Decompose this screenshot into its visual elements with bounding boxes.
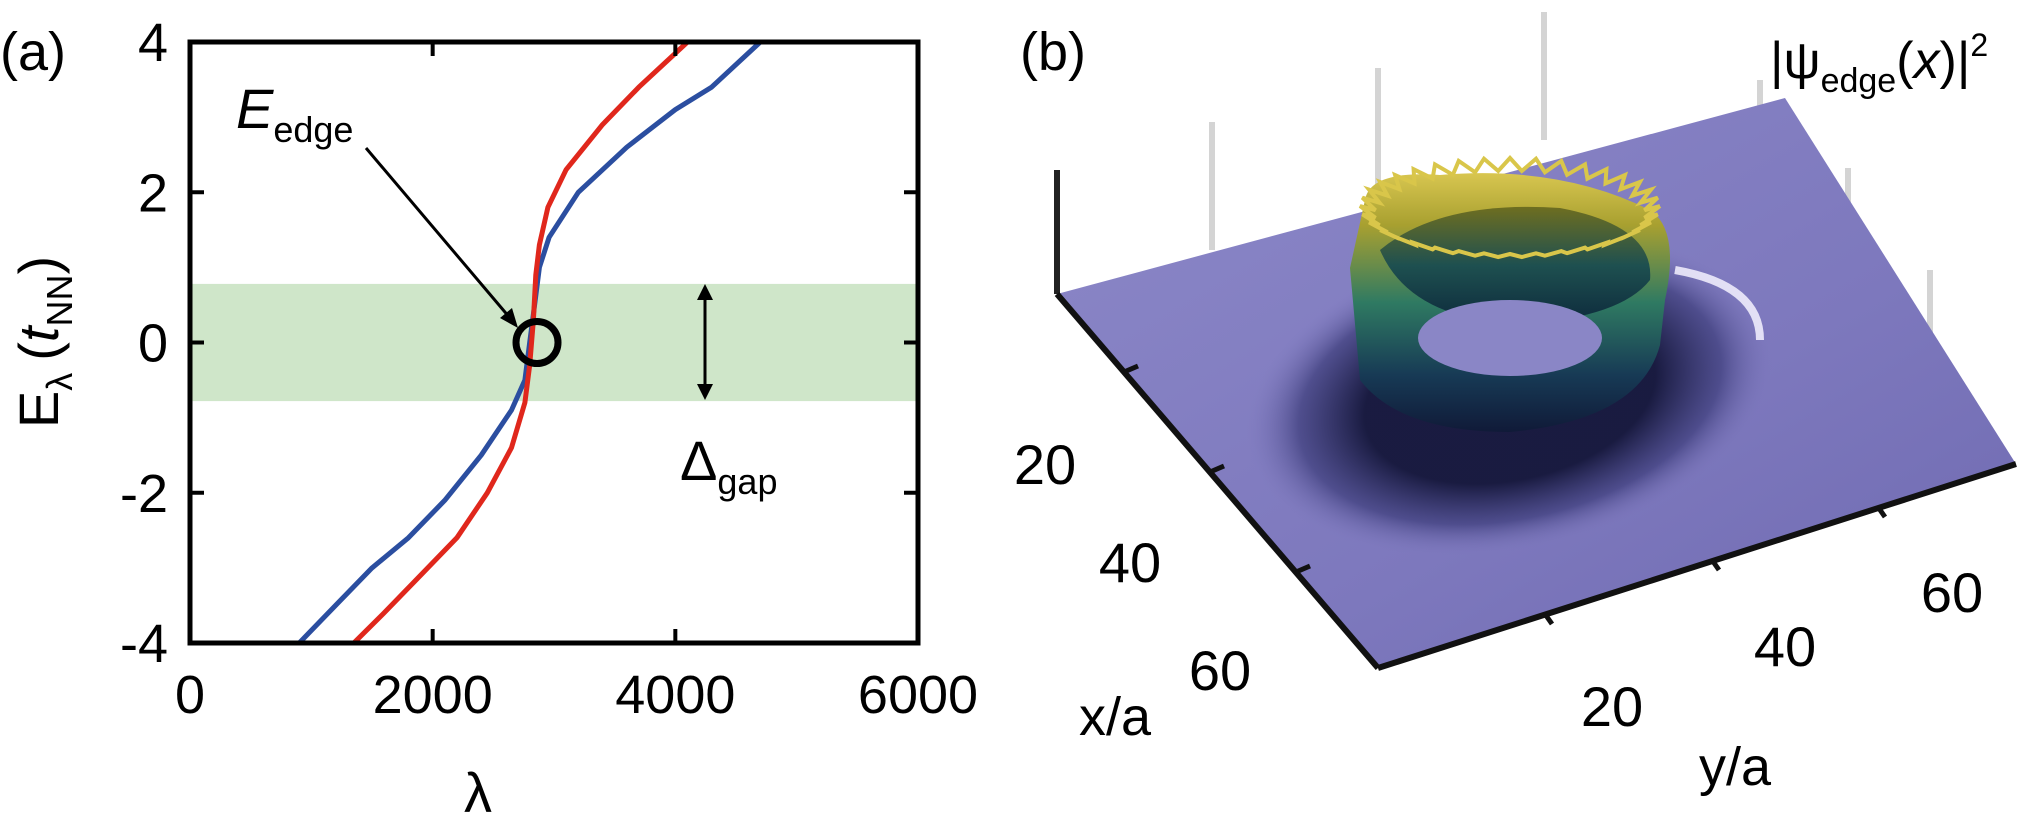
y-tick-label: -4 (120, 614, 168, 674)
y-tick-label: 0 (138, 314, 168, 374)
x-tick-20: 20 (1014, 433, 1076, 496)
x-tick-label: 0 (175, 665, 205, 725)
edge-label: Eedge (236, 77, 353, 150)
y-tick-label: 2 (138, 163, 168, 223)
gap-band (190, 283, 918, 402)
z-label-open: ( (1896, 32, 1914, 90)
panel-b: (b) (1014, 12, 2017, 797)
surface-z-label: |ψedge(x)|2 (1770, 27, 1988, 100)
panel-b-label: (b) (1020, 22, 1086, 82)
y-tick-label: -2 (120, 464, 168, 524)
z-label-pre: |ψ (1770, 32, 1821, 90)
y-label-e: E (7, 391, 70, 428)
y-label-open: ( (7, 342, 70, 361)
edge-label-e: E (236, 77, 274, 140)
y-axis-line (1377, 461, 2017, 671)
y-label-unit-sub: NN (39, 275, 80, 327)
x-axis-label: λ (464, 761, 492, 824)
y-tick-label: 4 (138, 13, 168, 73)
svg-text:Eλ(tNN): Eλ (tNN) (7, 256, 80, 428)
surface-axis-ticks (1123, 363, 1888, 626)
x-tick-label: 4000 (615, 665, 735, 725)
z-label-x: x (1911, 32, 1942, 90)
y-tick-40: 40 (1754, 615, 1816, 678)
surface-ring-inner-wall (1380, 206, 1651, 324)
surface-x-label: x/a (1079, 687, 1152, 747)
gap-arrow-head-top (697, 284, 713, 300)
z-label-sub: edge (1821, 62, 1897, 100)
surface-y-label: y/a (1699, 737, 1772, 797)
y-label-close: ) (7, 256, 70, 275)
gap-label-sub: gap (717, 461, 777, 502)
gap-label-delta: Δ (680, 429, 717, 492)
z-label-close: )| (1940, 32, 1971, 90)
y-tick-60: 60 (1921, 561, 1983, 624)
gap-arrow-head-bottom (697, 384, 713, 400)
curves (297, 42, 763, 643)
edge-arrow-line (364, 147, 512, 319)
surface-ring-crest (1358, 155, 1662, 260)
edge-state-marker (512, 318, 562, 367)
edge-arrow-head (500, 308, 518, 328)
surface-ring-hole (1418, 300, 1602, 376)
x-tick-label: 6000 (858, 665, 978, 725)
x-tick-label: 2000 (373, 665, 493, 725)
axis-tick-labels: 0 2000 4000 6000 -4 -2 0 2 4 (120, 13, 978, 725)
y-tick-20: 20 (1581, 675, 1643, 738)
x-tick-40: 40 (1099, 531, 1161, 594)
panel-a: (a) 0 2000 4000 6000 -4 -2 0 2 4 Eλ (tNN) λ Eedge… (0, 13, 978, 824)
y-label-sub: λ (39, 373, 80, 391)
x-axis-line (1054, 292, 1381, 670)
y-label-t: t (7, 324, 70, 342)
y-axis-label: Eλ (tNN) (7, 256, 80, 428)
x-tick-60: 60 (1189, 639, 1251, 702)
panel-a-label: (a) (0, 22, 66, 82)
z-label-sup: 2 (1970, 27, 1988, 63)
edge-label-sub: edge (273, 109, 353, 150)
series-line-2 (352, 42, 690, 643)
gap-label: Δgap (680, 429, 777, 502)
axis-ticks (188, 40, 920, 645)
surface-highlight (1674, 266, 1764, 341)
